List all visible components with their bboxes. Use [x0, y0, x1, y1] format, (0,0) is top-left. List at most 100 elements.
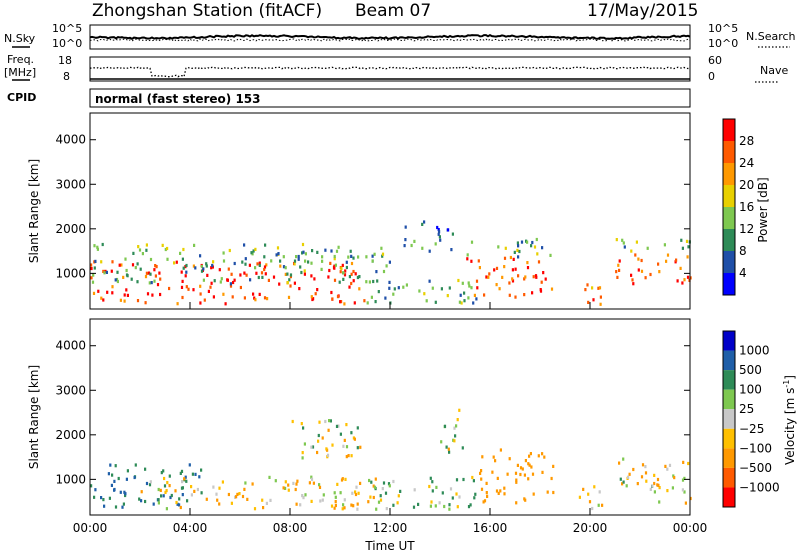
echo-cell: [166, 257, 169, 261]
echo-cell: [616, 275, 619, 279]
echo-cell: [304, 493, 307, 497]
echo-cell: [679, 266, 682, 270]
x-tick-label: 08:00: [273, 521, 308, 535]
echo-cell: [349, 249, 352, 253]
echo-cell: [170, 493, 173, 498]
echo-cell: [417, 502, 420, 506]
echo-cell: [226, 278, 229, 282]
echo-cell: [111, 473, 114, 477]
colorbar-tick-label: 8: [739, 244, 747, 258]
echo-cell: [552, 490, 555, 495]
echo-cell: [100, 296, 103, 300]
echo-cell: [246, 497, 249, 501]
echo-cell: [370, 295, 373, 299]
echo-cell: [511, 277, 514, 281]
colorbar-swatch: [723, 251, 735, 273]
echo-cell: [229, 284, 233, 288]
echo-cell: [482, 500, 485, 504]
echo-cell: [120, 263, 123, 267]
echo-cell: [369, 495, 372, 499]
colorbar-swatch: [723, 163, 735, 185]
echo-cell: [272, 275, 276, 279]
echo-cell: [385, 507, 388, 511]
echo-cell: [428, 249, 431, 253]
echo-cell: [374, 477, 377, 481]
echo-cell: [423, 292, 426, 296]
echo-cell: [478, 266, 481, 270]
echo-cell: [334, 503, 337, 508]
echo-cell: [382, 269, 386, 274]
echo-cell: [520, 240, 524, 244]
echo-cell: [523, 473, 526, 477]
echo-cell: [175, 500, 178, 505]
y-tick-label: 4000: [55, 339, 86, 353]
echo-cell: [179, 251, 182, 255]
echo-cell: [254, 266, 257, 270]
echo-cell: [321, 436, 324, 440]
echo-cell: [537, 260, 541, 264]
echo-cell: [637, 257, 640, 261]
echo-cell: [445, 445, 448, 449]
echo-cell: [294, 487, 297, 492]
colorbar-frame: [722, 330, 736, 508]
colorbar-tick-label: −25: [739, 422, 764, 436]
echo-cell: [339, 432, 342, 436]
echo-cell: [314, 292, 317, 296]
echo-cell: [635, 240, 638, 244]
echo-cell: [340, 478, 344, 482]
echo-cell: [351, 491, 354, 495]
echo-cell: [301, 494, 304, 498]
echo-cell: [303, 272, 306, 276]
echo-cell: [388, 484, 391, 488]
echo-cell: [205, 262, 208, 266]
echo-cell: [244, 257, 247, 261]
echo-cell: [155, 265, 158, 269]
nsearch-series: [89, 38, 691, 42]
echo-cell: [130, 277, 133, 281]
y-tick-label: 2000: [55, 428, 86, 442]
echo-cell: [601, 503, 604, 507]
echo-cell: [479, 471, 482, 475]
colorbar-swatch: [723, 409, 735, 429]
echo-cell: [356, 502, 359, 506]
echo-cell: [380, 246, 383, 250]
echo-cell: [235, 495, 238, 499]
echo-cell: [471, 475, 474, 480]
echo-cell: [517, 255, 520, 259]
echo-cell: [537, 454, 540, 458]
echo-cell: [284, 266, 287, 270]
echo-cell: [462, 477, 465, 482]
echo-cell: [546, 490, 549, 494]
echo-cell: [437, 232, 440, 236]
echo-cell: [105, 270, 108, 274]
echo-cell: [310, 274, 313, 278]
power-echo-layer: [90, 220, 692, 306]
echo-cell: [269, 498, 272, 502]
echo-cell: [228, 248, 231, 253]
freq-label: Freq.: [7, 53, 34, 66]
echo-cell: [549, 253, 552, 257]
echo-cell: [681, 488, 684, 492]
echo-cell: [295, 482, 298, 486]
echo-cell: [310, 295, 313, 299]
echo-cell: [108, 496, 111, 500]
echo-cell: [157, 498, 160, 502]
echo-cell: [182, 266, 185, 270]
echo-cell: [622, 241, 625, 245]
echo-cell: [115, 277, 119, 282]
echo-cell: [210, 266, 213, 270]
echo-cell: [440, 440, 443, 444]
echo-cell: [324, 419, 327, 424]
echo-cell: [584, 288, 587, 292]
freq-tick-top: 18: [58, 54, 72, 67]
echo-cell: [343, 302, 346, 306]
echo-cell: [182, 247, 185, 252]
echo-cell: [243, 243, 246, 247]
echo-cell: [132, 251, 135, 255]
echo-cell: [187, 287, 190, 291]
echo-cell: [405, 283, 408, 287]
echo-cell: [141, 252, 144, 256]
echo-cell: [421, 246, 424, 250]
echo-cell: [483, 499, 487, 503]
echo-cell: [277, 252, 280, 256]
